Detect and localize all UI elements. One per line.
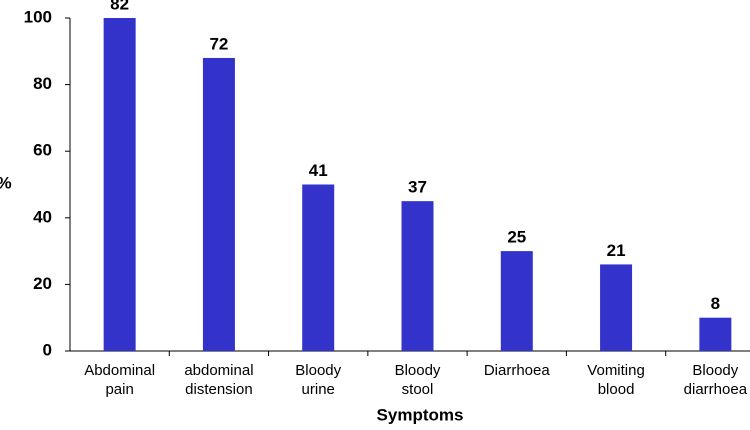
x-tick-label-line: Bloody [692, 362, 738, 379]
x-tick-label: Vomiting blood [587, 362, 645, 398]
x-tick-label-line: diarrhoea [684, 381, 748, 398]
x-tick-label-line: stool [402, 381, 434, 398]
y-tick-label: 100 [24, 7, 52, 26]
y-tick-label: 40 [33, 207, 52, 226]
data-label: 21 [607, 241, 626, 260]
x-tick-label-line: Bloody [395, 362, 441, 379]
y-tick-label: 80 [33, 74, 52, 93]
y-tick-label: 20 [33, 274, 52, 293]
x-tick-label-line: abdominal [184, 362, 253, 379]
x-tick-label-line: urine [302, 381, 335, 398]
data-label: 25 [507, 228, 526, 247]
x-tick-label: Bloody urine [295, 362, 341, 398]
x-tick-label-line: Abdominal [84, 362, 155, 379]
bar [699, 317, 732, 351]
data-label: 72 [209, 34, 228, 53]
bar [202, 57, 235, 352]
x-tick-label-line: Bloody [295, 362, 341, 379]
x-axis-label: Symptoms [377, 405, 464, 424]
bar [103, 18, 136, 351]
x-tick-label: Bloody diarrhoea [684, 362, 748, 398]
x-tick-label: abdominal distension [184, 362, 253, 398]
x-tick-label: Bloody stool [395, 362, 441, 398]
bar [302, 184, 335, 351]
y-axis-label: % [0, 173, 12, 192]
y-tick-label: 60 [33, 141, 52, 160]
x-tick-label: Diarrhoea [484, 362, 551, 379]
x-tick-label-line: blood [598, 381, 635, 398]
y-tick-label: 0 [43, 340, 52, 359]
data-label: 8 [711, 294, 720, 313]
x-tick-label: Abdominal pain [84, 362, 155, 398]
bar [500, 251, 533, 351]
x-tick-label-line: pain [105, 381, 133, 398]
data-label: 41 [309, 161, 328, 180]
x-tick-label-line: Diarrhoea [484, 362, 551, 379]
x-tick-label-line: distension [185, 381, 253, 398]
x-tick-label-line: Vomiting [587, 362, 645, 379]
bar [401, 201, 434, 351]
bar [600, 264, 633, 351]
data-label: 37 [408, 178, 427, 197]
data-label: 82 [110, 0, 129, 13]
